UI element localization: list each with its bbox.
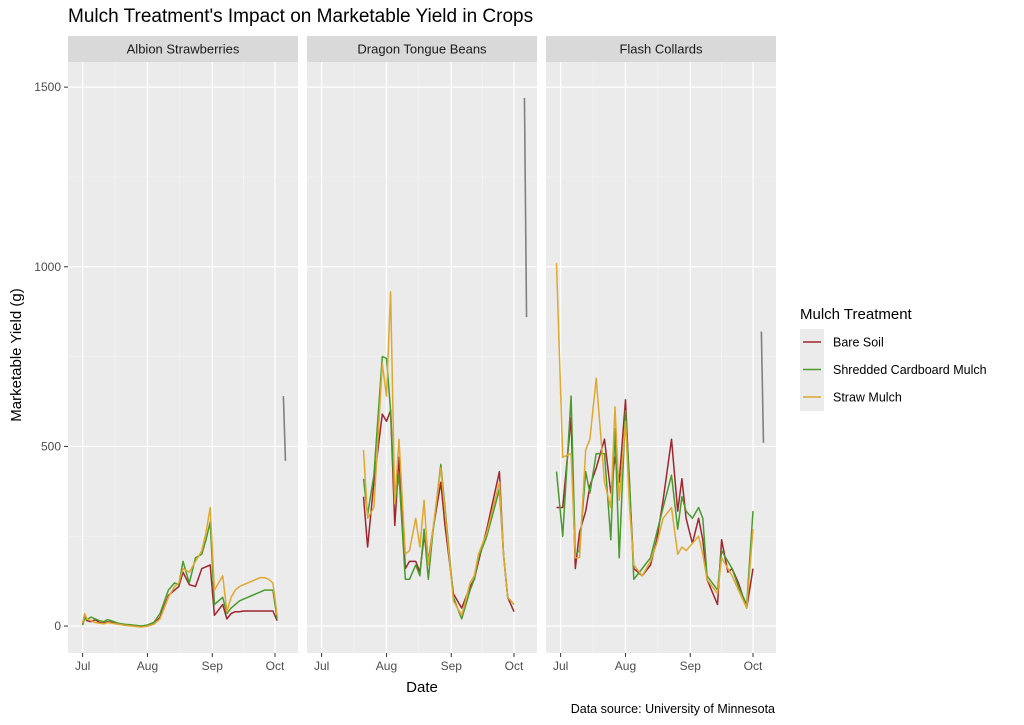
x-axis-title: Date xyxy=(406,679,438,696)
gridlines xyxy=(546,62,776,653)
series-line-straw-mulch xyxy=(555,263,754,609)
facet-strip-label: Albion Strawberries xyxy=(127,42,240,57)
caption-data-source: Data source: University of Minnesota xyxy=(571,702,775,716)
series-line-straw-mulch xyxy=(362,291,515,617)
annotation-segment xyxy=(760,331,765,443)
gridlines xyxy=(307,62,537,653)
series-line-straw-mulch xyxy=(81,506,278,628)
panel-albion-strawberries: Albion Strawberries Jul Aug Sep Oct xyxy=(68,36,298,673)
series-line-shredded-cardboard-mulch xyxy=(81,521,278,627)
x-tick-label: Aug xyxy=(376,659,397,673)
x-tick-label: Jul xyxy=(75,659,90,673)
facet-strip xyxy=(546,36,776,62)
panel-background xyxy=(68,62,298,653)
chart-title: Mulch Treatment's Impact on Marketable Y… xyxy=(68,6,533,27)
panel-flash-collards: Flash Collards Jul Aug Sep Oct xyxy=(546,36,776,673)
x-tick-label: Sep xyxy=(202,659,224,673)
x-tick-label: Aug xyxy=(137,659,158,673)
x-tick-label: Oct xyxy=(266,659,285,673)
x-tick-label: Oct xyxy=(744,659,763,673)
annotation-segment xyxy=(282,396,287,461)
x-tick-label: Jul xyxy=(553,659,568,673)
facet-strip xyxy=(307,36,537,62)
y-tick-label: 1500 xyxy=(34,80,61,94)
panel-background xyxy=(307,62,537,653)
y-tick-label: 500 xyxy=(41,439,61,453)
gridlines xyxy=(68,62,298,653)
legend-title: Mulch Treatment xyxy=(800,306,913,323)
x-tick-label: Jul xyxy=(314,659,329,673)
x-tick-label: Oct xyxy=(505,659,524,673)
panel-background xyxy=(546,62,776,653)
legend-label: Shredded Cardboard Mulch xyxy=(833,363,987,377)
x-tick-label: Sep xyxy=(441,659,463,673)
y-tick-label: 1000 xyxy=(34,260,61,274)
legend-label: Bare Soil xyxy=(833,336,884,350)
y-tick-label: 0 xyxy=(54,619,61,633)
panel-dragon-tongue-beans: Dragon Tongue Beans Jul Aug Sep Oct xyxy=(307,36,537,673)
x-tick-label: Sep xyxy=(680,659,702,673)
y-axis: 0 500 1000 1500 xyxy=(34,80,68,633)
legend: Mulch Treatment Bare Soil Shredded Cardbo… xyxy=(800,306,987,411)
y-axis-title: Marketable Yield (g) xyxy=(8,288,25,421)
facet-strip-label: Flash Collards xyxy=(619,42,703,57)
annotation-segment xyxy=(523,97,528,318)
facet-strip-label: Dragon Tongue Beans xyxy=(357,42,487,57)
facet-strip xyxy=(68,36,298,62)
x-tick-label: Aug xyxy=(615,659,636,673)
legend-label: Straw Mulch xyxy=(833,391,902,405)
